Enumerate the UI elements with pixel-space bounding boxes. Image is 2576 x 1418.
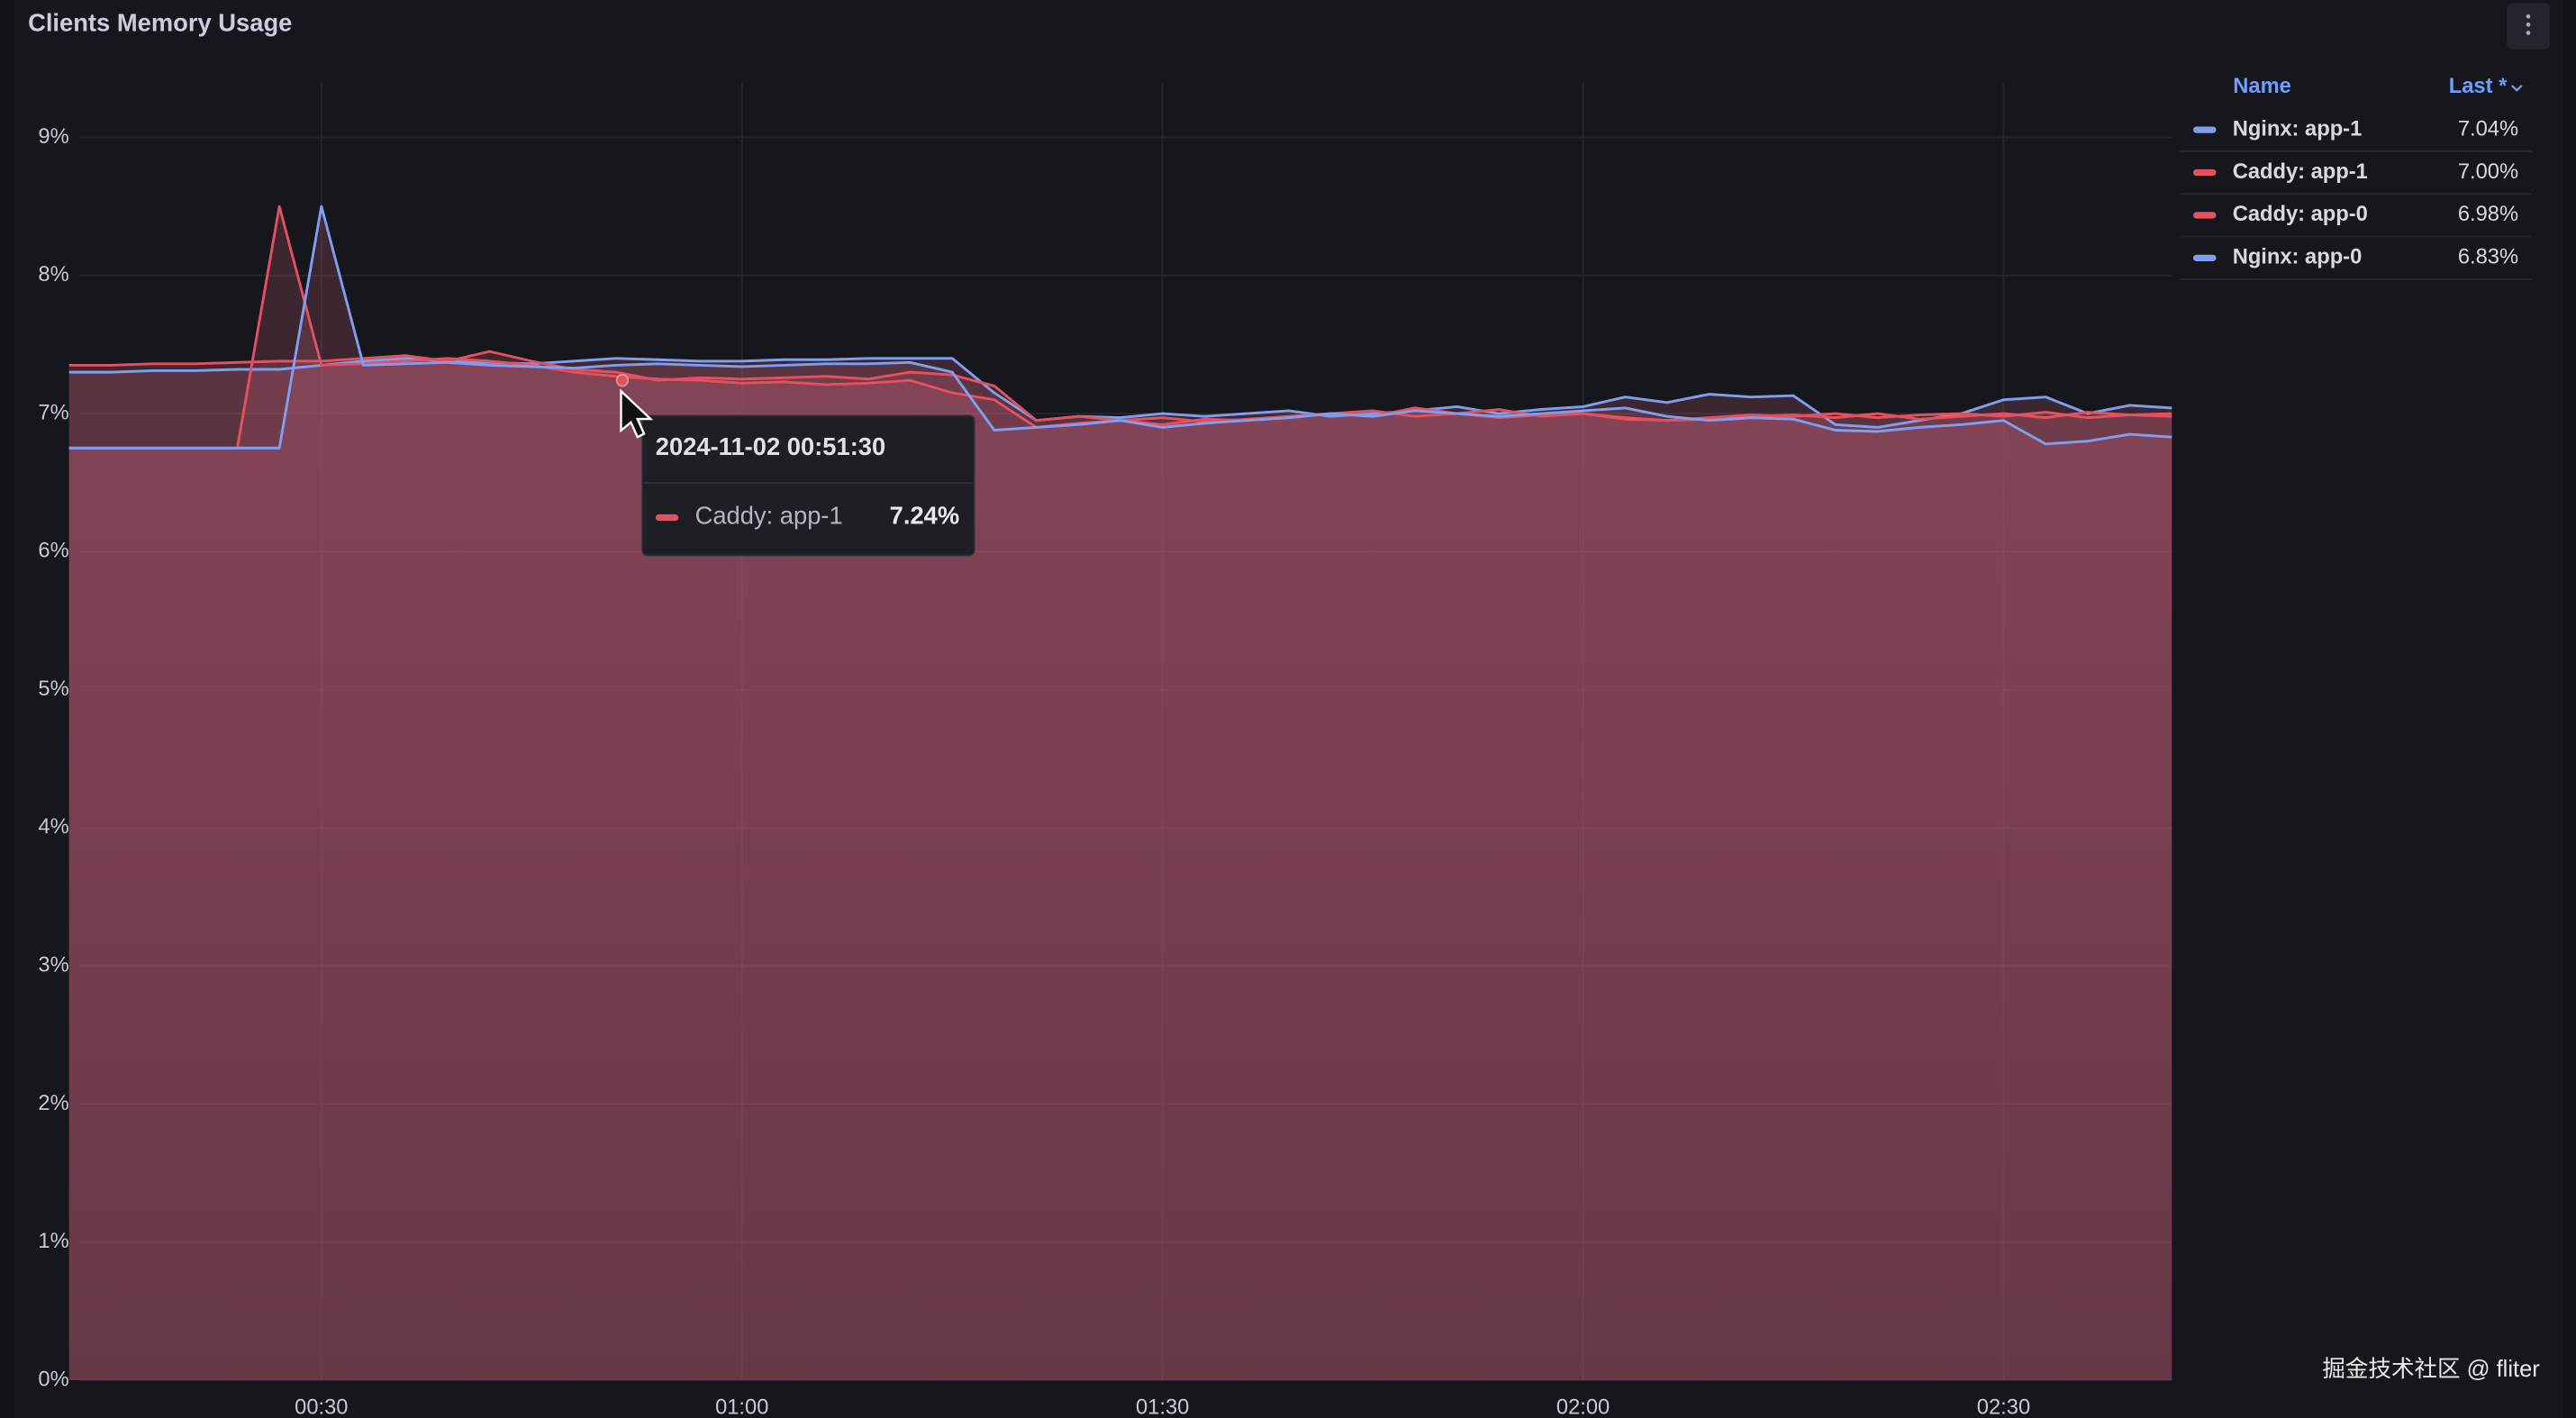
series-area [68,206,2172,1381]
x-tick-label: 01:30 [1136,1395,1189,1418]
tooltip-series: Caddy: app-1 [695,502,843,530]
y-tick-label: 9% [38,125,68,149]
legend-swatch [2192,212,2217,219]
legend-last: 6.83% [2458,246,2518,269]
x-tick-label: 02:30 [1977,1395,2030,1418]
y-tick-label: 3% [38,953,68,977]
legend-name[interactable]: Caddy: app-0 [2233,203,2368,226]
watermark: 掘金技术社区 @ fliter [2322,1357,2540,1382]
tooltip-swatch [655,514,679,522]
legend-swatch [2192,168,2217,177]
menu-icon [2526,14,2531,35]
y-tick-label: 0% [38,1368,68,1391]
y-tick-label: 1% [38,1230,68,1253]
x-tick-label: 02:00 [1556,1395,1610,1418]
legend-name[interactable]: Nginx: app-1 [2233,117,2363,141]
x-tick-label: 01:00 [715,1395,768,1418]
mouse-cursor [620,388,654,439]
y-tick-label: 6% [38,540,68,563]
legend-last: 7.00% [2458,160,2518,184]
y-tick-label: 2% [38,1092,68,1115]
legend-name[interactable]: Caddy: app-1 [2233,160,2368,184]
x-tick-label: 00:30 [295,1395,348,1418]
y-tick-label: 7% [38,401,68,424]
legend-swatch [2192,254,2217,261]
tooltip-value: 7.24% [890,502,960,530]
tooltip-box [641,414,975,557]
y-tick-label: 5% [38,677,68,701]
lines [68,205,2172,450]
legend-swatch [2192,126,2217,133]
series-line [68,205,2172,450]
y-tick-label: 8% [38,263,68,286]
legend-name[interactable]: Nginx: app-0 [2233,246,2363,269]
panel-title: Clients Memory Usage [28,9,292,37]
sort-icon [2511,85,2523,92]
y-tick-label: 4% [38,815,68,839]
legend: Name Last * Nginx: app-1 7.04% Caddy: app-… [2180,75,2532,280]
legend-last: 6.98% [2458,203,2518,226]
areas [68,206,2172,1381]
tooltip-point [615,373,630,387]
axes: 0% 1% 2% 3% 4% 5% 6% 7% 8% 9% 00:30 01:00 01:30 02:00… [38,125,2030,1418]
legend-last: 7.04% [2458,117,2518,141]
legend-header-name[interactable]: Name [2233,75,2291,98]
tooltip: 2024-11-02 00:51:30 Caddy: app-1 7.24% [641,414,975,557]
legend-header-last[interactable]: Last * [2449,75,2508,98]
tooltip-time: 2024-11-02 00:51:30 [656,432,885,460]
